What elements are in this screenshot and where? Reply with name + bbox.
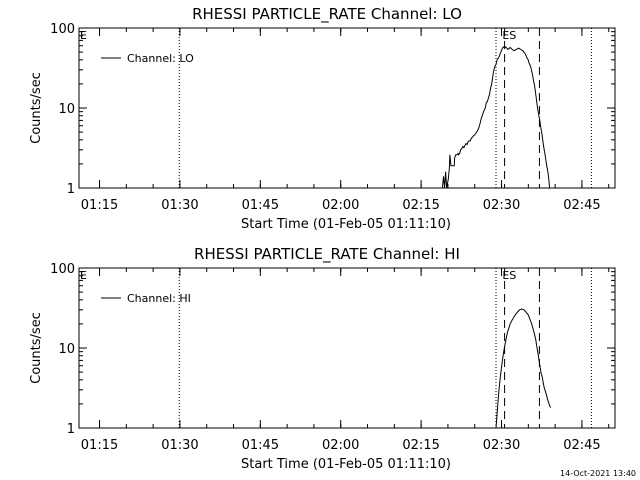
y-tick-label-hi: 100 [50,262,75,277]
x-tick-label-hi: 02:30 [483,438,520,453]
chart-panel-hi: RHESSI PARTICLE_RATE Channel: HI Counts/s… [29,245,616,472]
y-tick-label-hi: 1 [67,422,75,437]
x-tick-label-hi: 01:30 [161,438,198,453]
marker-label-hi: ES [502,269,516,282]
marker-label-lo: ES [502,29,516,42]
corner-label-hi: E [80,269,87,282]
chart-title-hi: RHESSI PARTICLE_RATE Channel: HI [194,245,460,264]
series-line-lo [441,46,551,189]
x-tick-label-hi: 02:15 [402,438,439,453]
y-axis-label-hi: Counts/sec [29,312,44,384]
x-tick-label-hi: 02:45 [563,438,600,453]
x-tick-label-hi: 02:00 [322,438,359,453]
legend-label-lo: Channel: LO [127,52,194,65]
x-tick-label-hi: 01:15 [81,438,118,453]
x-tick-label-lo: 02:00 [322,198,359,213]
x-tick-label-hi: 01:45 [242,438,279,453]
x-tick-label-lo: 01:30 [161,198,198,213]
corner-label-lo: E [80,29,87,42]
y-tick-label-lo: 100 [50,22,75,37]
timestamp-stamp: 14-Oct-2021 13:40 [560,469,636,478]
chart-title-lo: RHESSI PARTICLE_RATE Channel: LO [192,5,462,24]
x-tick-label-lo: 01:45 [242,198,279,213]
series-line-hi [495,308,552,429]
x-tick-label-lo: 02:15 [402,198,439,213]
legend-label-hi: Channel: HI [127,292,191,305]
y-tick-label-hi: 10 [58,342,75,357]
y-axis-label-lo: Counts/sec [29,72,44,144]
y-tick-label-lo: 1 [67,182,75,197]
x-tick-label-lo: 01:15 [81,198,118,213]
chart-panel-lo: RHESSI PARTICLE_RATE Channel: LO Counts/s… [29,5,616,232]
x-tick-label-lo: 02:30 [483,198,520,213]
y-tick-label-lo: 10 [58,102,75,117]
x-axis-label-hi: Start Time (01-Feb-05 01:11:10) [241,457,451,472]
x-tick-label-lo: 02:45 [563,198,600,213]
x-axis-label-lo: Start Time (01-Feb-05 01:11:10) [241,217,451,232]
